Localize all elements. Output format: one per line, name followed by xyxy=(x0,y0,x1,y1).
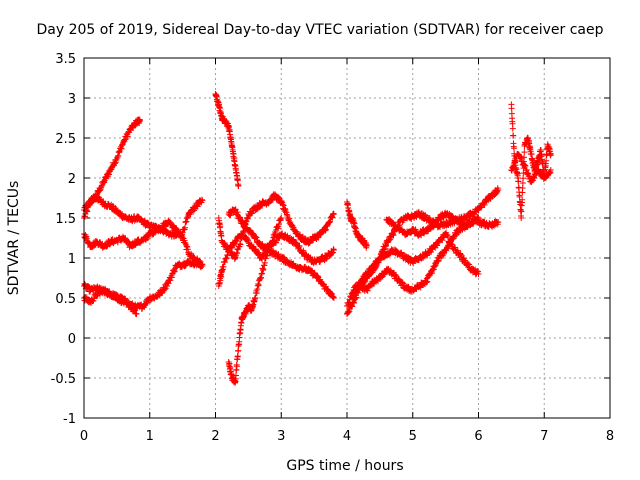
x-tick-label: 3 xyxy=(277,429,285,444)
x-tick-label: 1 xyxy=(146,429,154,444)
data-point-fill xyxy=(252,294,259,301)
series-s4 xyxy=(81,257,206,312)
data-point-fill xyxy=(232,372,239,379)
series-s1 xyxy=(81,116,143,221)
y-tick-labels: -1 -0.5 0 0.5 1 1.5 2 2.5 3 3.5 xyxy=(51,52,76,427)
y-tick-label: 1.5 xyxy=(55,212,76,227)
series-s2 xyxy=(81,194,206,240)
data-point-fill xyxy=(258,270,265,277)
y-tick-label: 3 xyxy=(68,92,76,107)
series-s11 xyxy=(344,199,370,251)
data-point-fill xyxy=(508,105,515,112)
y-tick-label: 3.5 xyxy=(55,52,76,67)
grid xyxy=(84,58,610,418)
y-tick-label: -0.5 xyxy=(51,372,76,387)
data-point xyxy=(199,263,206,269)
x-axis-label: GPS time / hours xyxy=(286,458,403,474)
data-point-fill xyxy=(234,353,241,360)
chart-title: Day 205 of 2019, Sidereal Day-to-day VTE… xyxy=(37,22,604,38)
x-tick-labels: 0 1 2 3 4 5 6 7 8 xyxy=(80,429,614,444)
series-s13 xyxy=(344,185,502,317)
x-tick-label: 8 xyxy=(606,429,614,444)
series-s5 xyxy=(81,285,140,317)
data-point xyxy=(133,311,140,317)
x-tick-label: 0 xyxy=(80,429,88,444)
y-tick-label: 0.5 xyxy=(55,292,76,307)
y-axis-label: SDTVAR / TECUs xyxy=(6,181,22,296)
plot-area xyxy=(81,91,554,386)
series-s3 xyxy=(81,217,206,269)
data-point-fill xyxy=(233,363,240,370)
y-tick-label: 2 xyxy=(68,172,76,187)
data-point-fill xyxy=(520,175,527,182)
data-point xyxy=(235,183,242,189)
data-point xyxy=(199,197,206,204)
data-point-fill xyxy=(517,207,524,214)
x-tick-label: 5 xyxy=(409,429,417,444)
x-tick-label: 6 xyxy=(474,429,482,444)
data-point xyxy=(136,117,143,124)
data-point-fill xyxy=(515,178,522,185)
y-tick-label: 1 xyxy=(68,252,76,267)
data-point-fill xyxy=(521,149,528,156)
data-point-fill xyxy=(181,224,188,231)
x-tick-label: 2 xyxy=(211,429,219,444)
x-tick-label: 4 xyxy=(343,429,351,444)
data-point-fill xyxy=(509,125,516,132)
series-s6 xyxy=(212,91,242,189)
y-tick-label: -1 xyxy=(63,412,76,427)
x-tick-label: 7 xyxy=(540,429,548,444)
y-tick-label: 0 xyxy=(68,332,76,347)
y-tick-label: 2.5 xyxy=(55,132,76,147)
